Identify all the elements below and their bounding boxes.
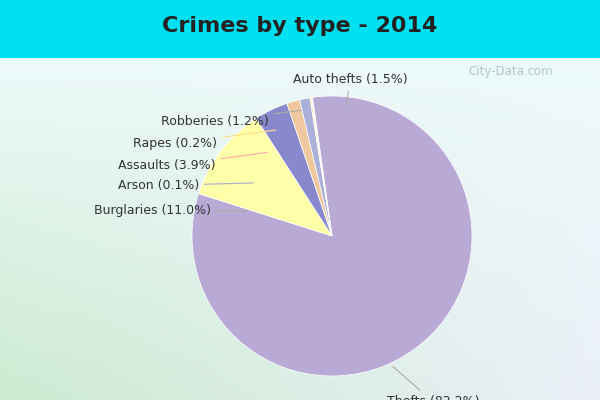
Text: Arson (0.1%): Arson (0.1%) [118,179,254,192]
Text: Robberies (1.2%): Robberies (1.2%) [161,110,301,128]
Wedge shape [310,98,332,236]
Wedge shape [287,100,332,236]
Text: Thefts (82.2%): Thefts (82.2%) [386,367,479,400]
Wedge shape [311,97,332,236]
Wedge shape [199,118,332,236]
Text: Crimes by type - 2014: Crimes by type - 2014 [163,16,437,36]
Text: City-Data.com: City-Data.com [468,66,553,78]
Text: Auto thefts (1.5%): Auto thefts (1.5%) [293,73,407,104]
Wedge shape [256,104,332,236]
Wedge shape [192,96,472,376]
Text: Burglaries (11.0%): Burglaries (11.0%) [94,204,248,217]
Text: Rapes (0.2%): Rapes (0.2%) [133,130,276,150]
Text: Assaults (3.9%): Assaults (3.9%) [118,152,268,172]
Wedge shape [299,98,332,236]
